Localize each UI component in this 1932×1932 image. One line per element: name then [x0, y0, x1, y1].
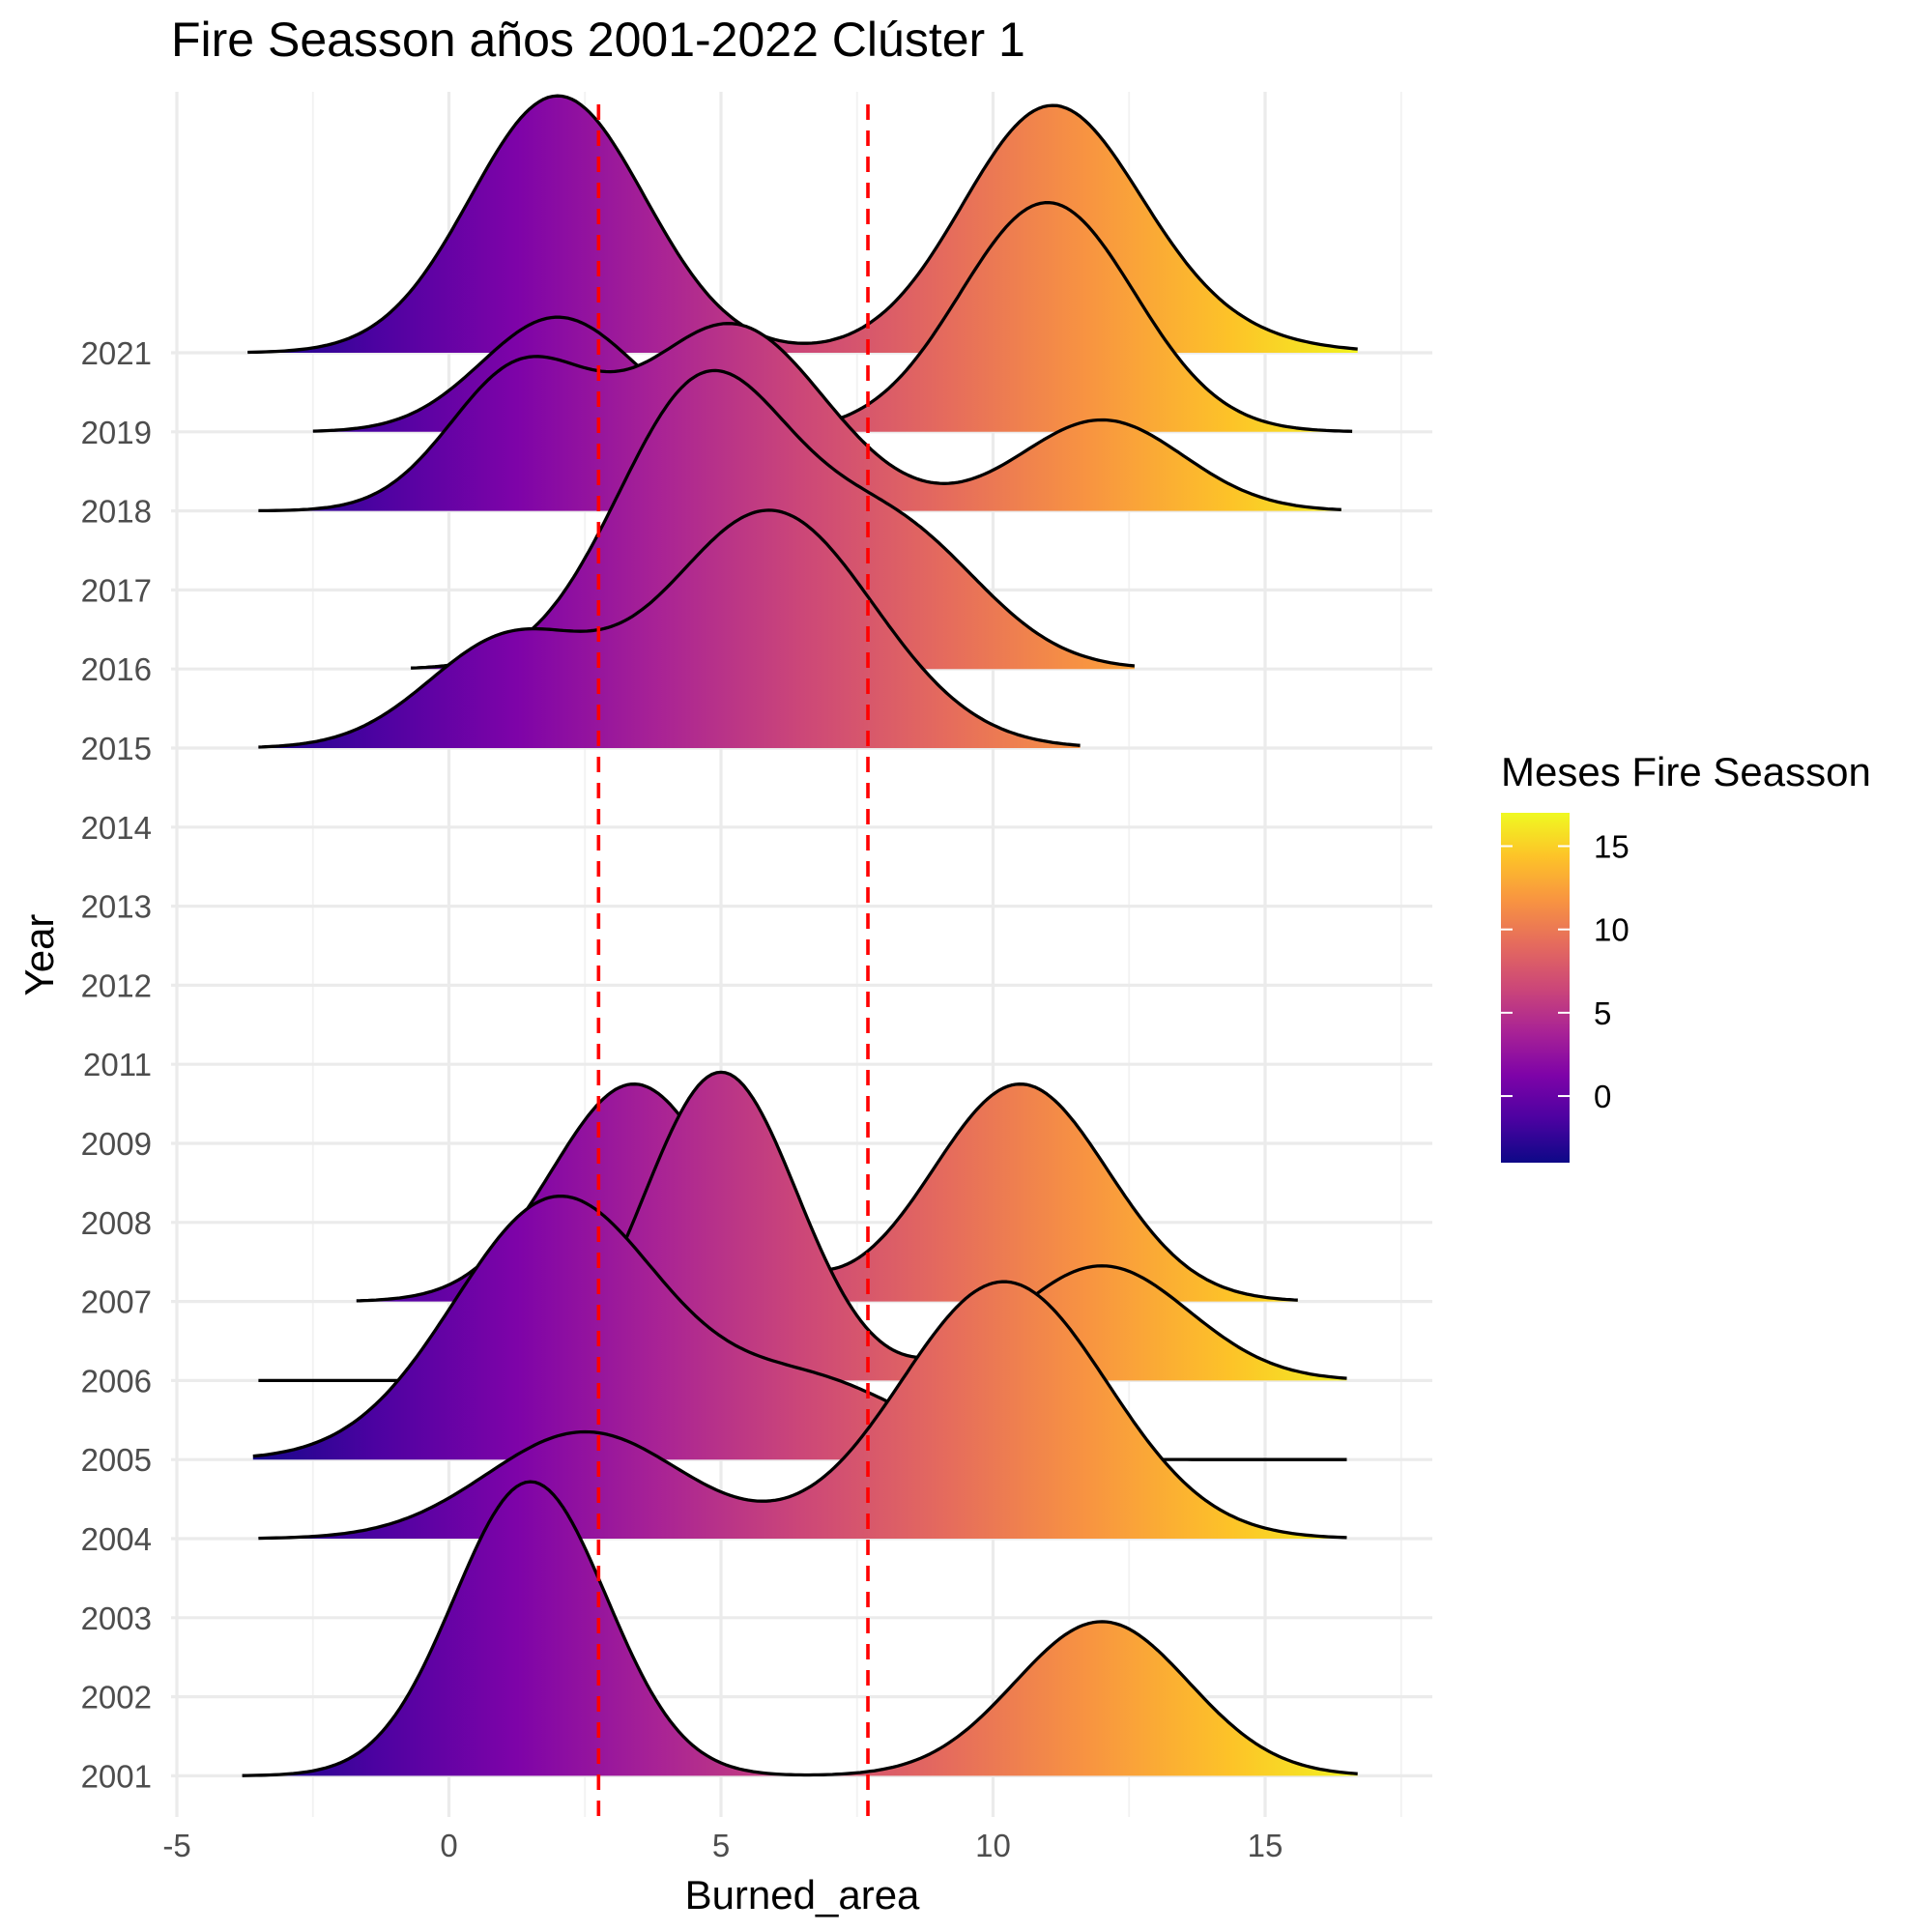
ridge-outline-2004 — [258, 1280, 1347, 1541]
y-tick-label: 2002 — [81, 1680, 152, 1716]
y-tick-label: 2019 — [81, 415, 152, 450]
x-tick-label: -5 — [162, 1828, 190, 1863]
x-tick-label: 5 — [712, 1828, 730, 1863]
x-tick-label: 15 — [1248, 1828, 1283, 1863]
ridge-outline-2015 — [258, 508, 1081, 749]
y-tick-label: 2015 — [81, 731, 152, 766]
ridge-2006 — [258, 1070, 1347, 1383]
y-tick-label: 2012 — [81, 967, 152, 1003]
ridge-2004 — [258, 1280, 1347, 1541]
x-axis-title: Burned_area — [685, 1872, 920, 1918]
legend-ticks: 0 5 10 15 — [1501, 828, 1629, 1114]
ridge-fill-2005 — [252, 1196, 1347, 1460]
y-tick-label: 2005 — [81, 1442, 152, 1478]
y-tick-label: 2013 — [81, 889, 152, 925]
x-axis-tick-labels: -5 0 5 10 15 — [162, 1828, 1283, 1863]
legend-tick-label: 15 — [1594, 828, 1629, 864]
legend-colorbar — [1501, 813, 1570, 1163]
y-tick-label: 2001 — [81, 1758, 152, 1794]
ridge-2021 — [247, 94, 1358, 355]
ridge-fill-2006 — [258, 1072, 1347, 1381]
x-tick-label: 0 — [440, 1828, 457, 1863]
x-tick-label: 10 — [975, 1828, 1011, 1863]
y-tick-label: 2017 — [81, 572, 152, 608]
ridge-2018 — [258, 322, 1341, 513]
y-tick-label: 2007 — [81, 1284, 152, 1320]
y-tick-label: 2006 — [81, 1363, 152, 1399]
legend-tick-label: 0 — [1594, 1079, 1611, 1114]
ridge-outline-2018 — [258, 322, 1341, 513]
legend: Meses Fire Seasson 0 5 10 15 — [1501, 749, 1871, 1163]
ridge-fill-2001 — [242, 1482, 1358, 1776]
legend-tick-label: 5 — [1594, 995, 1611, 1031]
y-tick-label: 2021 — [81, 335, 152, 371]
y-tick-label: 2003 — [81, 1600, 152, 1636]
chart-title: Fire Seasson años 2001-2022 Clúster 1 — [171, 13, 1025, 67]
ridge-2001 — [242, 1480, 1358, 1777]
y-tick-label: 2009 — [81, 1126, 152, 1162]
y-tick-label: 2008 — [81, 1205, 152, 1241]
y-tick-label: 2018 — [81, 494, 152, 530]
y-tick-label: 2016 — [81, 651, 152, 687]
density-ridges — [242, 94, 1358, 1777]
ridge-fill-2018 — [258, 323, 1341, 511]
legend-title: Meses Fire Seasson — [1501, 749, 1871, 794]
legend-tick-label: 10 — [1594, 912, 1629, 948]
y-axis-tick-labels: 2001 2002 2003 2004 2005 2006 2007 2008 2009 2011… — [81, 335, 152, 1794]
y-tick-label: 2004 — [81, 1521, 152, 1557]
y-tick-label: 2014 — [81, 810, 152, 846]
y-tick-label: 2011 — [83, 1047, 152, 1082]
ridge-outline-2001 — [242, 1480, 1358, 1777]
ridge-outline-2021 — [247, 94, 1358, 355]
ridge-fill-2015 — [258, 509, 1081, 748]
ridge-fill-2004 — [258, 1282, 1347, 1539]
y-axis-title: Year — [16, 914, 62, 996]
ridge-fill-2021 — [247, 96, 1358, 353]
ridge-2015 — [258, 508, 1081, 749]
